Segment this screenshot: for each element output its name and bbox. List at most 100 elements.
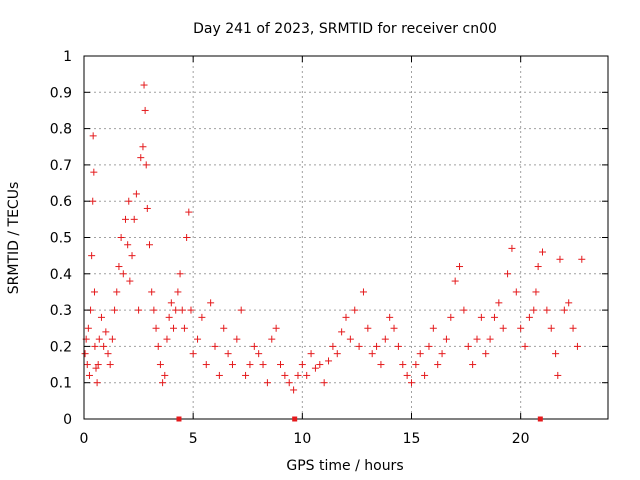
data-point xyxy=(154,342,162,350)
data-point xyxy=(565,299,573,307)
data-point xyxy=(215,371,223,379)
data-point xyxy=(126,277,134,285)
y-axis-label: SRMTID / TECUs xyxy=(6,182,22,295)
data-point xyxy=(477,313,485,321)
data-point xyxy=(285,379,293,387)
data-point xyxy=(89,132,97,140)
data-points xyxy=(81,81,586,394)
data-point xyxy=(573,342,581,350)
data-point xyxy=(228,361,236,369)
y-tick-label: 1 xyxy=(63,49,72,65)
data-point xyxy=(298,361,306,369)
data-point xyxy=(128,252,136,260)
data-point xyxy=(159,379,167,387)
data-point xyxy=(207,299,215,307)
chart-title: Day 241 of 2023, SRMTID for receiver cn0… xyxy=(193,21,497,37)
data-point xyxy=(281,371,289,379)
data-point xyxy=(202,361,210,369)
data-point xyxy=(512,288,520,296)
data-point xyxy=(290,386,298,394)
data-point xyxy=(92,364,100,372)
data-point xyxy=(377,361,385,369)
data-point xyxy=(94,361,102,369)
data-point xyxy=(156,361,164,369)
data-point xyxy=(117,234,125,241)
data-point xyxy=(140,81,148,89)
y-tick-label: 0.8 xyxy=(50,122,72,138)
data-point xyxy=(390,324,398,332)
data-point xyxy=(178,306,186,314)
data-point xyxy=(368,350,376,358)
data-point xyxy=(351,306,359,314)
data-point xyxy=(137,154,145,162)
data-point xyxy=(373,342,381,350)
data-point xyxy=(525,313,533,321)
y-tick-label: 0.4 xyxy=(50,267,72,283)
data-point xyxy=(554,371,562,379)
data-point xyxy=(272,324,280,332)
data-point xyxy=(504,270,512,278)
data-point xyxy=(412,361,420,369)
data-point xyxy=(359,288,367,296)
data-point xyxy=(277,361,284,369)
data-point xyxy=(246,361,254,369)
data-point xyxy=(172,306,180,314)
data-point xyxy=(121,215,129,223)
data-point xyxy=(146,241,153,249)
data-point xyxy=(456,263,464,271)
data-point xyxy=(132,190,140,198)
data-point xyxy=(183,234,191,241)
data-point xyxy=(102,328,110,336)
data-point xyxy=(152,324,160,332)
data-point xyxy=(532,288,540,296)
data-point xyxy=(325,357,333,365)
data-point xyxy=(259,361,267,369)
x-tick-label: 0 xyxy=(80,431,89,447)
data-point xyxy=(237,306,245,314)
data-point xyxy=(161,371,169,379)
y-tick-label: 0.5 xyxy=(50,231,72,247)
data-point xyxy=(150,306,158,314)
data-point xyxy=(176,270,184,278)
data-point xyxy=(499,324,507,332)
data-point xyxy=(517,324,525,332)
data-point xyxy=(521,342,529,350)
data-point xyxy=(534,263,542,271)
data-point xyxy=(97,313,105,321)
x-axis-label: GPS time / hours xyxy=(286,458,403,474)
y-tick-label: 0.2 xyxy=(50,339,72,355)
data-point xyxy=(124,241,132,249)
data-point xyxy=(100,342,108,350)
data-point xyxy=(447,313,455,321)
data-point xyxy=(224,350,232,358)
data-point xyxy=(473,335,481,343)
data-point xyxy=(469,361,477,369)
data-point xyxy=(539,248,546,256)
data-point xyxy=(211,342,219,350)
data-point xyxy=(90,168,98,176)
data-point xyxy=(84,324,92,332)
data-point xyxy=(113,288,121,296)
data-point xyxy=(189,350,197,358)
data-point xyxy=(451,277,459,285)
data-point xyxy=(364,324,372,332)
data-point xyxy=(108,335,116,343)
data-point xyxy=(316,361,324,369)
data-point xyxy=(187,306,195,314)
data-point xyxy=(490,313,498,321)
data-point xyxy=(311,364,319,372)
data-point xyxy=(543,306,551,314)
data-point xyxy=(194,335,202,343)
axis-ticks: 00.10.20.30.40.50.60.70.80.910 5 10 15 20 xyxy=(50,49,608,447)
data-point xyxy=(381,335,389,343)
data-point xyxy=(556,255,564,263)
y-tick-label: 0.6 xyxy=(50,194,72,210)
gap-marker xyxy=(292,416,298,422)
data-point xyxy=(294,371,302,379)
y-tick-label: 0.3 xyxy=(50,303,72,319)
data-point xyxy=(560,306,568,314)
data-point xyxy=(552,350,560,358)
data-point xyxy=(170,324,178,332)
